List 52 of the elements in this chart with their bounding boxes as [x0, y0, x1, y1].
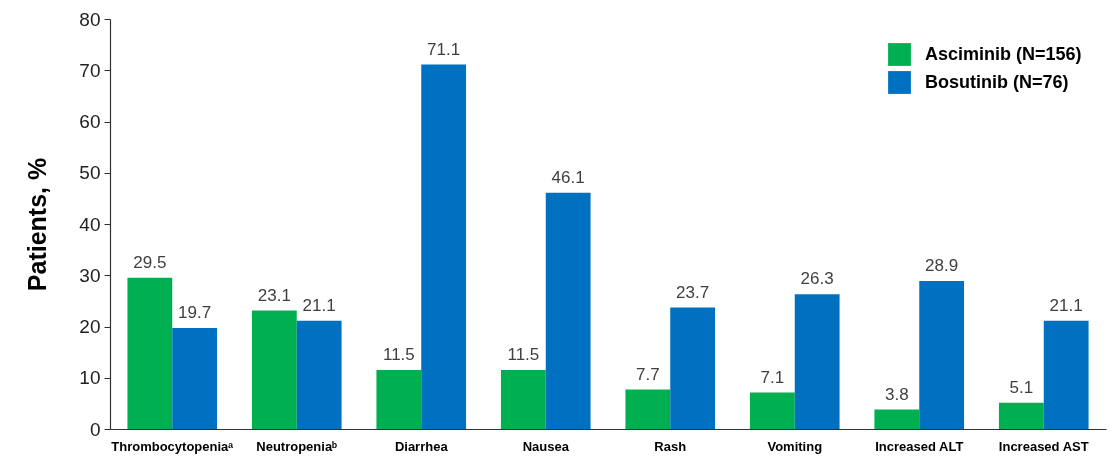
- y-tick-label: 60: [79, 111, 101, 132]
- y-tick-label: 50: [79, 162, 101, 184]
- bar: [545, 192, 591, 429]
- bar: [919, 280, 965, 429]
- data-label: 5.1: [1009, 377, 1034, 397]
- y-tick-label: 10: [79, 367, 101, 389]
- bar: [376, 370, 422, 429]
- x-tick-label: Rash: [654, 438, 687, 454]
- x-tick-label: Diarrhea: [394, 438, 449, 454]
- legend-label: Asciminib (N=156): [925, 43, 1082, 64]
- x-tick-label: Neutropeniaᵇ: [256, 438, 338, 454]
- bar: [500, 370, 546, 429]
- data-label: 11.5: [507, 345, 540, 365]
- bar: [296, 320, 342, 429]
- data-label: 19.7: [178, 303, 212, 323]
- data-label: 28.9: [925, 255, 959, 275]
- bar: [670, 307, 716, 429]
- data-label: 46.1: [551, 167, 585, 187]
- data-label: 23.1: [257, 285, 291, 305]
- bar: [794, 294, 840, 429]
- data-label: 3.8: [885, 384, 909, 404]
- y-tick-label: 40: [79, 213, 101, 235]
- x-tick-label: Nausea: [522, 438, 570, 454]
- y-tick-label: 80: [79, 8, 101, 30]
- data-label: 26.3: [800, 269, 834, 289]
- y-tick-label: 20: [79, 316, 101, 337]
- data-label: 7.7: [636, 364, 660, 384]
- bar: [172, 328, 218, 429]
- data-label: 23.7: [676, 282, 710, 302]
- data-label: 11.5: [382, 345, 415, 365]
- y-tick-label: 30: [79, 264, 101, 286]
- bar: [1043, 320, 1089, 429]
- y-tick-label: 0: [89, 418, 101, 440]
- legend-label: Bosutinib (N=76): [925, 71, 1069, 92]
- bar: [874, 409, 920, 429]
- x-tick-label: Increased AST: [998, 438, 1089, 454]
- bar: [749, 392, 795, 429]
- x-tick-label: Thrombocytopeniaᵃ: [111, 438, 234, 454]
- bar: [251, 310, 297, 429]
- x-tick-label: Increased ALT: [875, 438, 964, 454]
- bar: [421, 64, 467, 429]
- bar: [127, 277, 173, 429]
- bar: [625, 389, 671, 429]
- x-tick-label: Vomiting: [767, 438, 823, 454]
- data-label: 29.5: [133, 252, 167, 272]
- data-label: 21.1: [302, 295, 336, 315]
- y-tick-label: 70: [79, 59, 101, 81]
- data-label: 71.1: [427, 39, 461, 59]
- bar: [998, 402, 1044, 429]
- data-label: 7.1: [760, 367, 785, 387]
- data-label: 21.1: [1049, 295, 1083, 315]
- y-axis-title: Patients, %: [23, 157, 52, 292]
